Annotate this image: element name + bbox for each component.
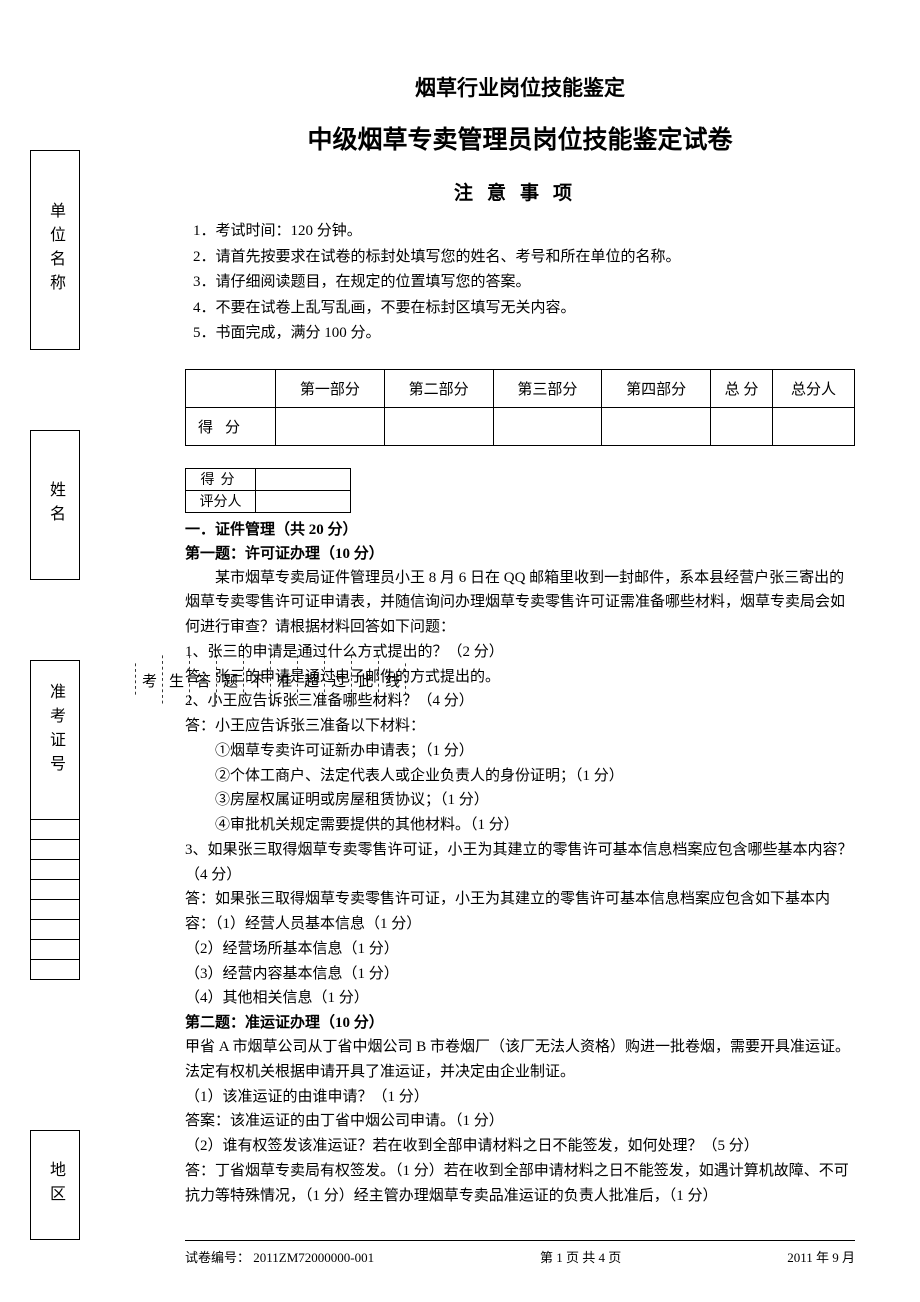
answer-text: 答：如果张三取得烟草专卖零售许可证，小王为其建立的零售许可基本信息档案应包含如下…: [185, 887, 855, 937]
answer-text: 答：小王应告诉张三准备以下材料：: [185, 714, 855, 739]
footer-exam-code: 试卷编号： 2011ZM72000000-001: [185, 1247, 374, 1266]
notice-item: 3．请仔细阅读题目，在规定的位置填写您的答案。: [193, 270, 855, 296]
question-text: 2、小王应告诉张三准备哪些材料？（4 分）: [185, 689, 855, 714]
main-content: 烟草行业岗位技能鉴定 中级烟草专卖管理员岗位技能鉴定试卷 注意事项 1．考试时间…: [185, 72, 855, 1208]
notice-item: 2．请首先按要求在试卷的标封处填写您的姓名、考号和所在单位的名称。: [193, 245, 855, 271]
page-footer: 试卷编号： 2011ZM72000000-001 第 1 页 共 4 页 201…: [185, 1240, 855, 1266]
answer-text: 答：张三的申请是通过电子邮件的方式提出的。: [185, 665, 855, 690]
binding-sidebar: 单位名称 姓名 准考证号 地区: [30, 150, 85, 1220]
question-text: 3、如果张三取得烟草专卖零售许可证，小王为其建立的零售许可基本信息档案应包含哪些…: [185, 838, 855, 888]
unit-name-box: 单位名称: [30, 150, 80, 350]
answer-item: ③房屋权属证明或房屋租赁协议；（1 分）: [185, 788, 855, 813]
answer-item: （2）经营场所基本信息（1 分）: [185, 937, 855, 962]
score-table: 第一部分 第二部分 第三部分 第四部分 总 分 总分人 得分: [185, 369, 855, 446]
answer-text: 答：丁省烟草专卖局有权签发。（1 分）若在收到全部申请材料之日不能签发，如遇计算…: [185, 1159, 855, 1209]
doc-main-title: 中级烟草专卖管理员岗位技能鉴定试卷: [185, 120, 855, 156]
answer-item: ②个体工商户、法定代表人或企业负责人的身份证明；（1 分）: [185, 764, 855, 789]
scorer-table: 得分 评分人: [185, 468, 351, 513]
answer-text: 答案：该准运证的由丁省中烟公司申请。（1 分）: [185, 1109, 855, 1134]
table-header: 第一部分: [276, 369, 385, 407]
notice-heading: 注意事项: [185, 178, 855, 205]
table-header: 第二部分: [384, 369, 493, 407]
notice-list: 1．考试时间：120 分钟。 2．请首先按要求在试卷的标封处填写您的姓名、考号和…: [185, 219, 855, 347]
table-header: 第三部分: [493, 369, 602, 407]
table-header: 总分人: [772, 369, 854, 407]
answer-item: ①烟草专卖许可证新办申请表；（1 分）: [185, 739, 855, 764]
score-row-label: 得分: [186, 407, 276, 445]
question-title: 第一题：许可证办理（10 分）: [185, 542, 855, 566]
answer-item: （3）经营内容基本信息（1 分）: [185, 962, 855, 987]
section-heading: 一．证件管理（共 20 分）: [185, 518, 855, 542]
footer-date: 2011 年 9 月: [787, 1247, 855, 1266]
question-intro: 甲省 A 市烟草公司从丁省中烟公司 B 市卷烟厂（该厂无法人资格）购进一批卷烟，…: [185, 1035, 855, 1085]
footer-page-number: 第 1 页 共 4 页: [540, 1247, 621, 1266]
exam-number-box: 准考证号: [30, 660, 85, 980]
name-box: 姓名: [30, 430, 80, 580]
table-header: 第四部分: [602, 369, 711, 407]
notice-item: 1．考试时间：120 分钟。: [193, 219, 855, 245]
question-title: 第二题：准运证办理（10 分）: [185, 1011, 855, 1035]
table-header: 总 分: [711, 369, 773, 407]
exam-body: 一．证件管理（共 20 分） 第一题：许可证办理（10 分） 某市烟草专卖局证件…: [185, 518, 855, 1209]
notice-item: 4．不要在试卷上乱写乱画，不要在标封区填写无关内容。: [193, 296, 855, 322]
question-text: （2）谁有权签发该准运证？若在收到全部申请材料之日不能签发，如何处理？（5 分）: [185, 1134, 855, 1159]
question-text: （1）该准运证的由谁申请？（1 分）: [185, 1085, 855, 1110]
notice-item: 5．书面完成，满分 100 分。: [193, 321, 855, 347]
answer-item: ④审批机关规定需要提供的其他材料。（1 分）: [185, 813, 855, 838]
region-box: 地区: [30, 1130, 80, 1240]
answer-item: （4）其他相关信息（1 分）: [185, 986, 855, 1011]
doc-category-title: 烟草行业岗位技能鉴定: [185, 72, 855, 102]
question-intro: 某市烟草专卖局证件管理员小王 8 月 6 日在 QQ 邮箱里收到一封邮件，系本县…: [185, 566, 855, 640]
question-text: 1、张三的申请是通过什么方式提出的？（2 分）: [185, 640, 855, 665]
